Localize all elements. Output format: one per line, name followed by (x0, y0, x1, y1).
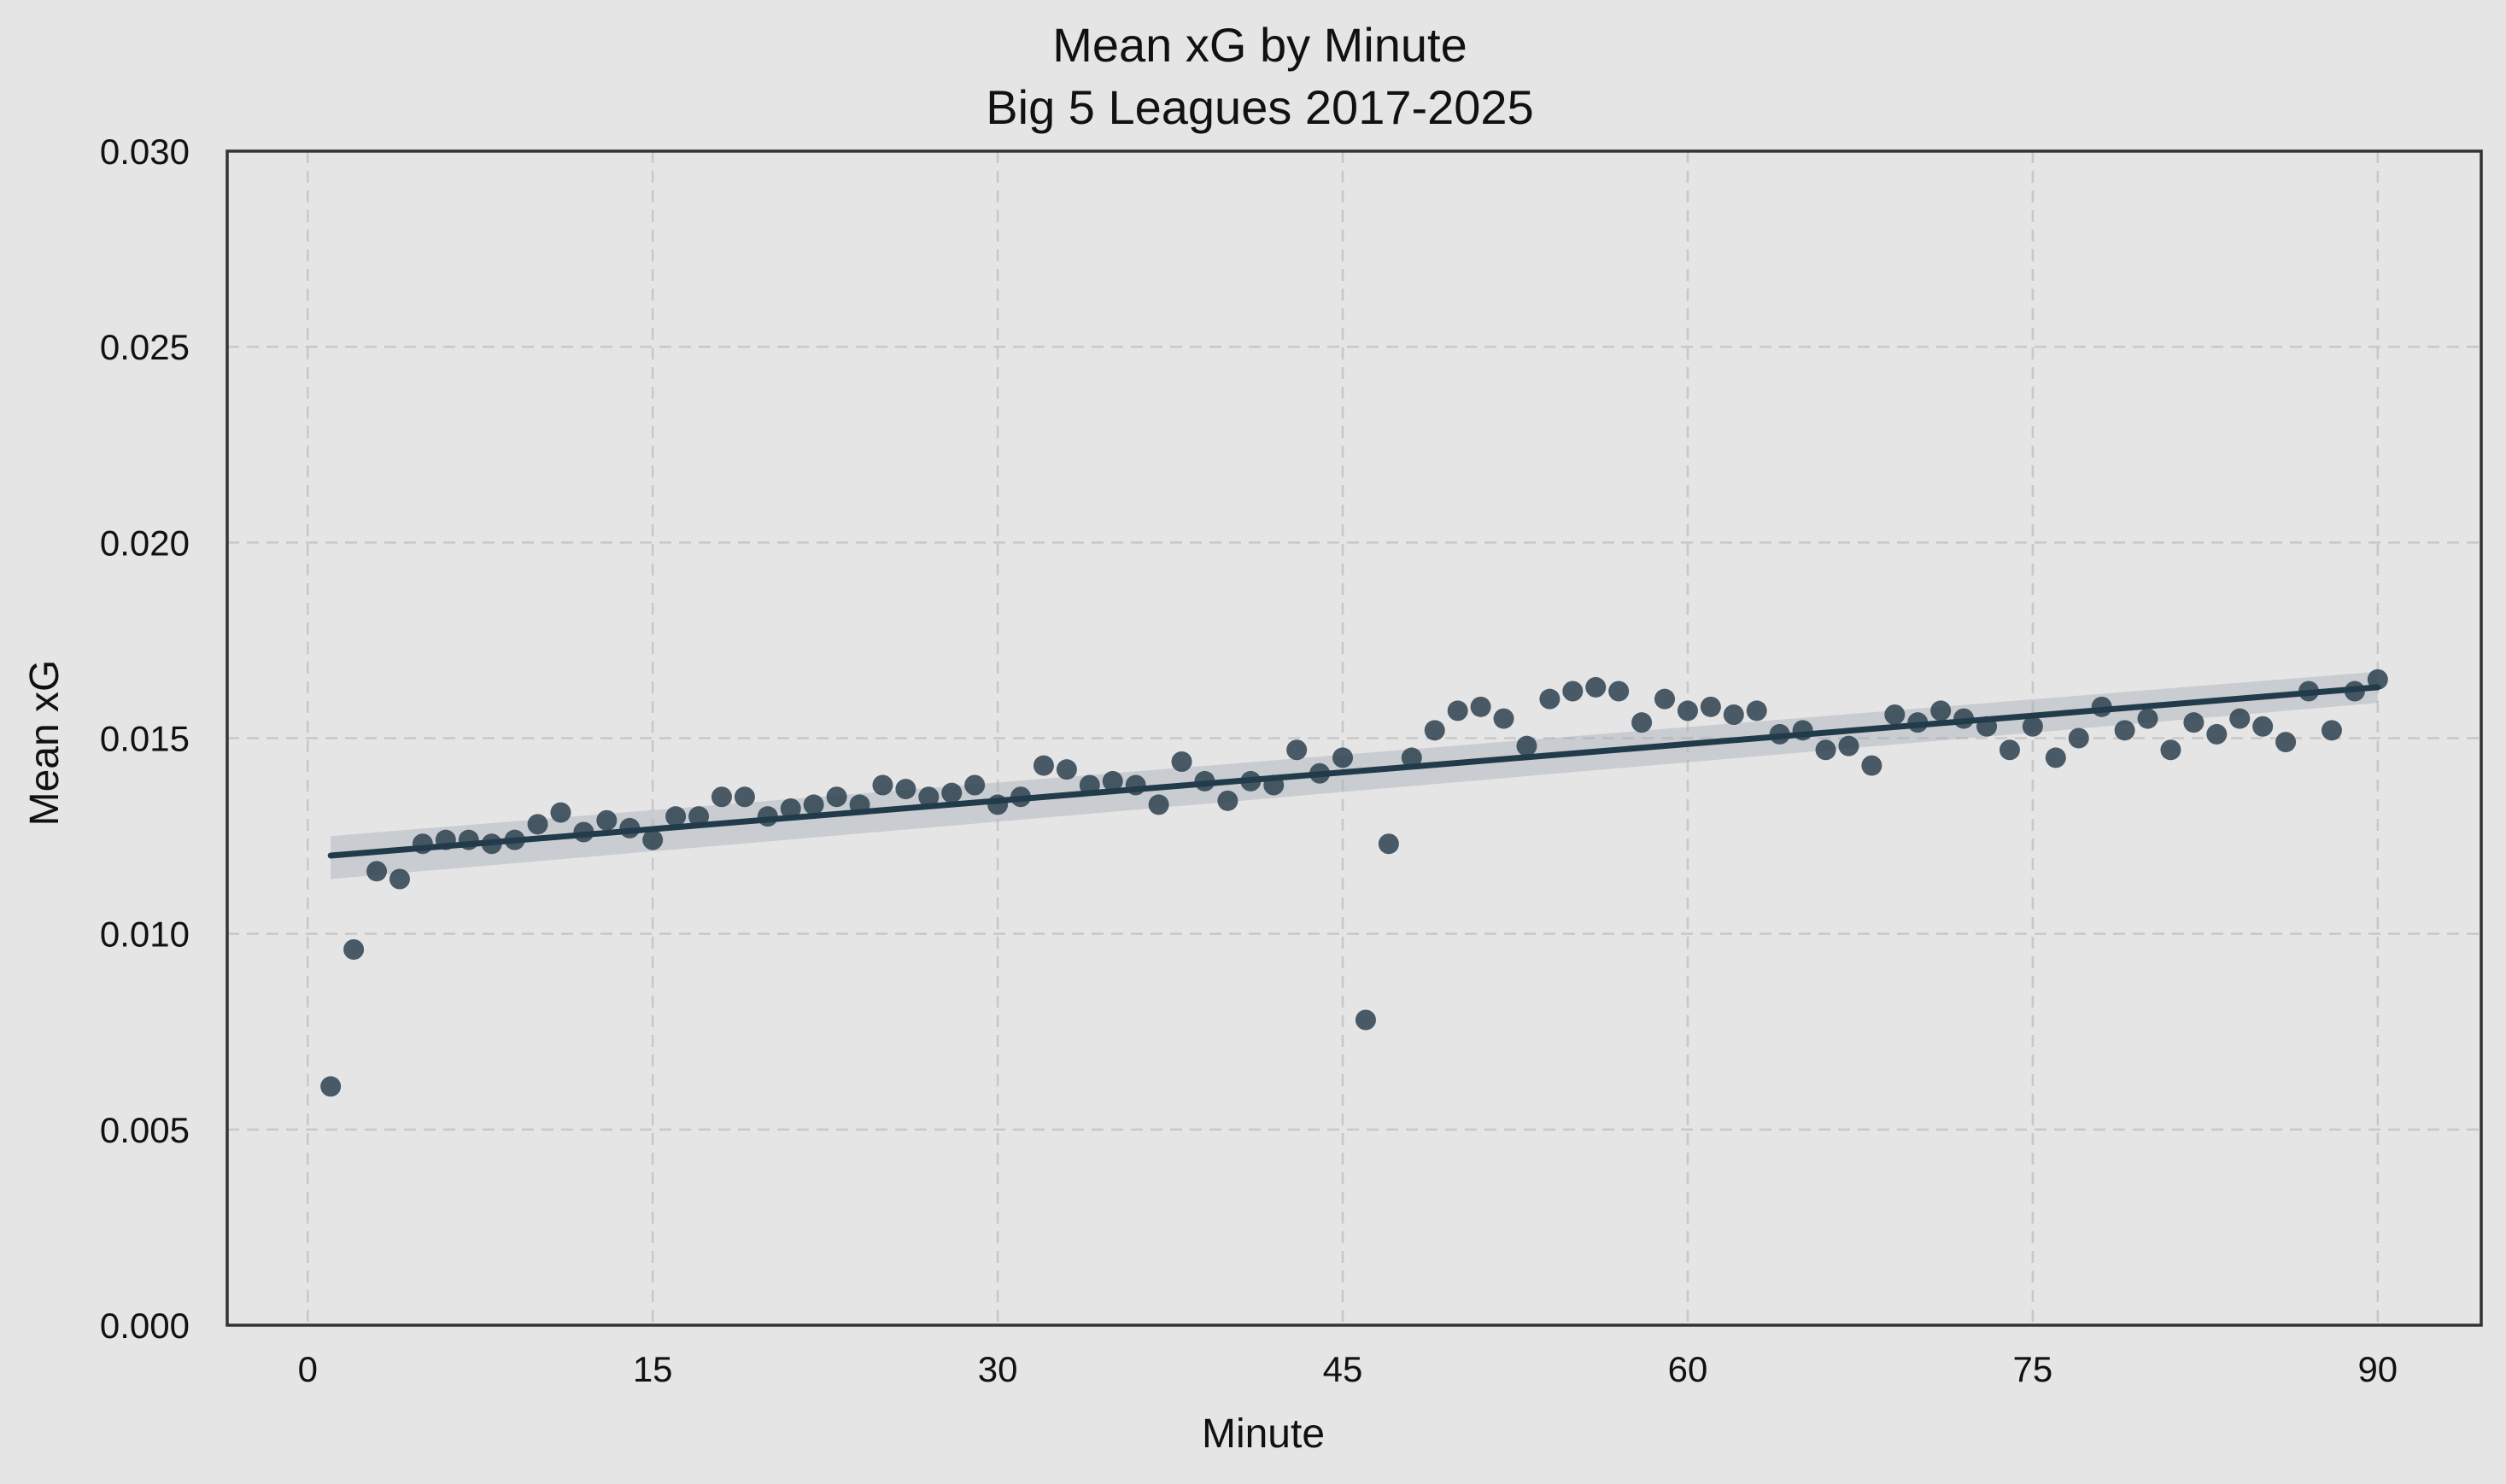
confidence-band-layer (331, 671, 2378, 879)
data-point (2137, 708, 2158, 729)
data-point (2068, 727, 2089, 749)
data-point (2183, 712, 2204, 733)
grid-lines (227, 151, 2481, 1325)
data-point (1930, 700, 1952, 722)
data-point (1999, 739, 2020, 761)
tick-layer: 0 15 30 45 60 75 90 0.000 0.005 0.010 0.015 0.020 0.… (100, 131, 2398, 1389)
data-point (895, 779, 916, 800)
data-point (2229, 708, 2251, 729)
data-point (1102, 770, 1123, 792)
data-point (688, 806, 710, 827)
data-point (2321, 720, 2342, 741)
data-point (1861, 755, 1882, 776)
chart-subtitle: Big 5 Leagues 2017-2025 (986, 80, 1533, 134)
data-point (1355, 1009, 1376, 1031)
data-point (1217, 790, 1238, 811)
data-point (1424, 720, 1445, 741)
y-tick-label: 0.030 (100, 131, 190, 172)
data-point (1401, 747, 1422, 768)
data-point (1562, 681, 1584, 702)
x-tick-label: 30 (978, 1349, 1018, 1389)
data-point (2022, 716, 2043, 737)
trend-line (327, 684, 2381, 859)
data-point (1746, 700, 1767, 722)
data-point (1608, 681, 1630, 702)
data-point (1677, 700, 1698, 722)
data-point (2160, 739, 2181, 761)
fit-line-layer (327, 684, 2381, 859)
y-tick-label: 0.000 (100, 1306, 190, 1346)
data-point (1631, 712, 1653, 733)
data-point (1585, 676, 1607, 698)
data-point (918, 786, 940, 808)
data-point (2252, 716, 2274, 737)
data-point (2275, 732, 2297, 753)
x-tick-label: 75 (2013, 1349, 2053, 1389)
data-point (1447, 700, 1468, 722)
data-point (1815, 739, 1836, 761)
x-tick-label: 45 (1323, 1349, 1363, 1389)
y-tick-label: 0.015 (100, 719, 190, 759)
data-point (596, 809, 618, 831)
data-point (1378, 833, 1399, 855)
data-point (2045, 747, 2066, 768)
data-point (1700, 696, 1721, 717)
data-point (1493, 708, 1514, 729)
data-point (665, 806, 687, 827)
data-point (527, 814, 548, 835)
data-point (1286, 739, 1308, 761)
data-point (1056, 759, 1077, 780)
y-tick-label: 0.025 (100, 327, 190, 367)
data-point (780, 798, 801, 819)
data-point (941, 782, 963, 803)
x-tick-label: 90 (2357, 1349, 2398, 1389)
data-point (2206, 723, 2228, 745)
plot-frame (225, 149, 2483, 1327)
data-point (872, 774, 893, 796)
x-axis-label: Minute (1202, 1411, 1325, 1457)
confidence-band (331, 671, 2378, 879)
data-point (343, 939, 365, 960)
data-point (711, 786, 732, 808)
x-tick-label: 0 (298, 1349, 318, 1389)
data-point (826, 786, 847, 808)
data-point (964, 774, 986, 796)
data-point (2114, 720, 2135, 741)
y-tick-label: 0.005 (100, 1110, 190, 1150)
data-point (1539, 688, 1560, 710)
data-point (2367, 669, 2388, 690)
data-point (642, 829, 664, 850)
x-tick-label: 60 (1668, 1349, 1708, 1389)
x-tick-label: 15 (633, 1349, 673, 1389)
data-point (1884, 704, 1906, 725)
data-point (389, 868, 410, 890)
data-point (550, 802, 571, 823)
data-point (1838, 735, 1859, 757)
data-point (1723, 704, 1744, 725)
data-point (734, 786, 755, 808)
y-tick-label: 0.020 (100, 523, 190, 563)
data-point (366, 861, 388, 882)
y-axis-label: Mean xG (22, 660, 67, 827)
data-point (803, 794, 824, 815)
data-point (1148, 794, 1169, 815)
chart-title: Mean xG by Minute (1052, 18, 1467, 72)
data-point (1033, 755, 1054, 776)
data-point (1470, 696, 1491, 717)
data-point (320, 1076, 342, 1097)
data-point (1516, 735, 1537, 757)
data-point (1332, 747, 1354, 768)
data-point (1171, 751, 1192, 772)
data-point (1654, 688, 1676, 710)
y-tick-label: 0.010 (100, 914, 190, 955)
